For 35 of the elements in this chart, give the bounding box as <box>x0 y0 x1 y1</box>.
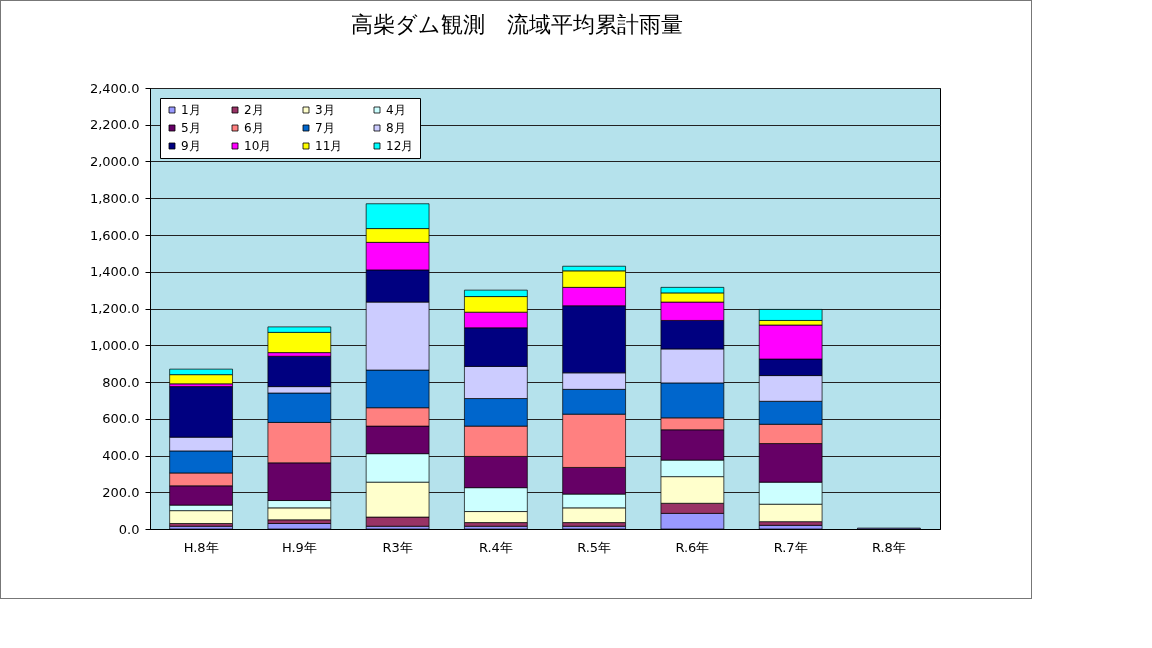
bar <box>169 510 233 524</box>
y-tick-label: 1,600.0 <box>89 227 140 243</box>
legend-label: 6月 <box>244 121 264 135</box>
x-tick-label: R.4年 <box>478 539 513 555</box>
legend-label: 9月 <box>181 139 201 153</box>
legend-label: 3月 <box>315 103 335 117</box>
y-tick-label: 600.0 <box>102 411 140 427</box>
x-tick-label: R.8年 <box>871 539 906 555</box>
y-tick-label: 200.0 <box>102 484 140 500</box>
legend-label: 1月 <box>181 103 201 117</box>
x-tick-label: R3年 <box>382 539 413 555</box>
legend-label: 5月 <box>181 121 201 135</box>
y-tick-label: 0.0 <box>118 521 140 537</box>
y-tick-label: 1,000.0 <box>89 337 140 353</box>
y-tick-label: 800.0 <box>102 374 140 390</box>
legend-label: 11月 <box>315 139 343 153</box>
legend-label: 2月 <box>244 103 264 117</box>
y-tick-label: 400.0 <box>102 448 140 463</box>
y-tick-label: 2,400.0 <box>89 80 140 96</box>
x-tick-label: R.5年 <box>577 539 612 555</box>
y-tick-label: 1,400.0 <box>89 264 140 280</box>
y-tick-label: 1,800.0 <box>89 190 140 206</box>
y-tick-label: 2,200.0 <box>89 117 140 133</box>
legend-label: 7月 <box>315 121 335 135</box>
x-tick-label: R.6年 <box>675 539 710 555</box>
legend-label: 12月 <box>386 139 414 153</box>
x-tick-label: H.8年 <box>183 539 219 555</box>
legend-label: 4月 <box>386 103 406 117</box>
legend-label: 10月 <box>244 139 272 153</box>
legend-label: 8月 <box>386 121 406 135</box>
x-tick-label: R.7年 <box>773 539 808 555</box>
y-tick-label: 1,200.0 <box>89 301 140 316</box>
y-tick-label: 2,000.0 <box>89 154 140 169</box>
chart-title: 高柴ダム観測 流域平均累計雨量 <box>351 11 683 37</box>
x-tick-label: H.9年 <box>281 539 317 555</box>
